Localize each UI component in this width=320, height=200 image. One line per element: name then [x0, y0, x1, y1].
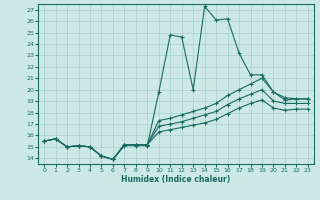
- X-axis label: Humidex (Indice chaleur): Humidex (Indice chaleur): [121, 175, 231, 184]
